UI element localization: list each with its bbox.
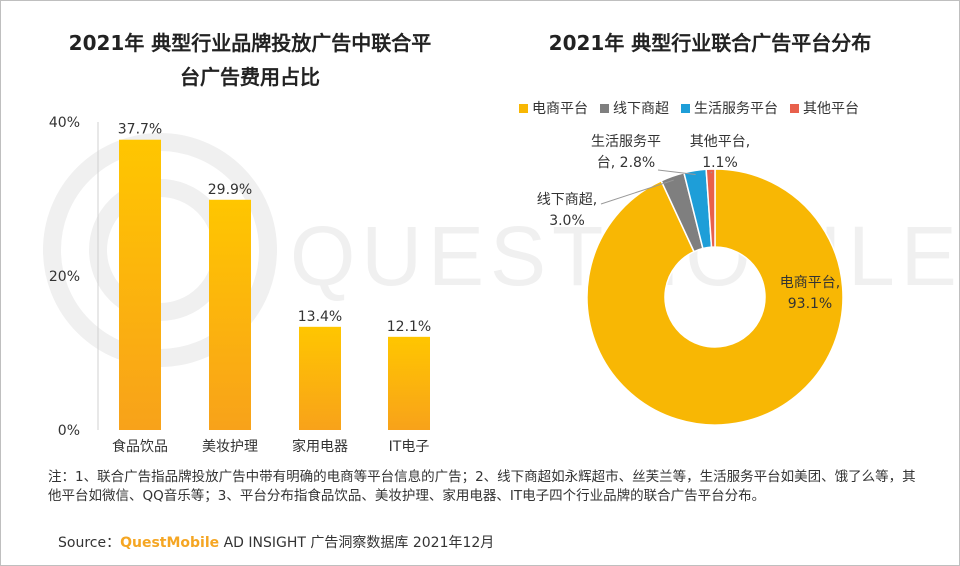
- donut-data-label: 生活服务平: [591, 134, 661, 150]
- donut-data-label: 电商平台,: [780, 275, 840, 291]
- donut-data-label: 93.1%: [788, 296, 832, 312]
- legend-item: 其他平台: [790, 98, 859, 118]
- donut-data-label: 台, 2.8%: [597, 155, 655, 171]
- source-suffix: AD INSIGHT 广告洞察数据库 2021年12月: [219, 535, 495, 551]
- bar-chart-title-line1: 2021年 典型行业品牌投放广告中联合平: [68, 31, 432, 55]
- source-prefix: Source：: [58, 535, 121, 551]
- bar-2: [299, 326, 341, 430]
- donut-slice-0: [586, 168, 844, 426]
- y-tick-label: 40%: [49, 115, 80, 131]
- donut-data-label: 其他平台,: [690, 134, 750, 150]
- x-category-label: 家用电器: [292, 438, 348, 455]
- legend-item: 生活服务平台: [681, 98, 778, 118]
- legend-swatch: [681, 104, 690, 113]
- donut-leader-line: [600, 179, 674, 205]
- bar-1: [209, 199, 251, 430]
- legend-item: 线下商超: [600, 98, 669, 118]
- legend-label: 生活服务平台: [694, 101, 778, 117]
- donut-chart-title: 2021年 典型行业联合广告平台分布: [548, 31, 872, 55]
- donut-leader-line: [657, 169, 696, 176]
- bar-chart-title-line2: 台广告费用占比: [180, 65, 320, 89]
- donut-legend: 电商平台 线下商超 生活服务平台 其他平台: [519, 98, 871, 118]
- y-tick-label: 20%: [49, 269, 80, 285]
- bar-3: [388, 336, 430, 430]
- legend-swatch: [600, 104, 609, 113]
- legend-swatch: [790, 104, 799, 113]
- donut-data-label: 线下商超,: [537, 192, 597, 208]
- legend-label: 其他平台: [803, 101, 859, 117]
- bar-data-label: 29.9%: [208, 182, 252, 198]
- bar-0: [119, 139, 161, 430]
- legend-label: 线下商超: [613, 101, 669, 117]
- donut-chart: 电商平台, 93.1% 线下商超, 3.0% 生活服务平台, 2.8% 其他平台, 1.1%: [537, 134, 844, 426]
- bar-chart: 40% 20% 0% 37.7% 食品饮品 29.9% 美妆护理 13.4% 家用电器 12.1%…: [49, 115, 431, 455]
- bar-data-label: 13.4%: [298, 309, 342, 325]
- legend-item: 电商平台: [519, 98, 588, 118]
- donut-data-label: 1.1%: [702, 155, 738, 171]
- footnote: 注：1、联合广告指品牌投放广告中带有明确的电商等平台信息的广告；2、线下商超如永…: [48, 469, 916, 504]
- bar-chart-title: 2021年 典型行业品牌投放广告中联合平 台广告费用占比: [40, 26, 460, 94]
- x-category-label: 美妆护理: [202, 439, 258, 455]
- x-category-label: IT电子: [389, 439, 430, 455]
- donut-slice-3: [705, 168, 716, 248]
- bar-data-label: 37.7%: [118, 122, 162, 138]
- source-line: Source：QuestMobile AD INSIGHT 广告洞察数据库 20…: [58, 532, 494, 552]
- donut-data-label: 3.0%: [549, 213, 585, 229]
- source-brand: QuestMobile: [120, 535, 220, 551]
- y-tick-label: 0%: [58, 423, 80, 439]
- legend-label: 电商平台: [532, 101, 588, 117]
- x-category-label: 食品饮品: [112, 438, 168, 455]
- bar-data-label: 12.1%: [387, 319, 431, 335]
- donut-leader-line: [710, 171, 713, 174]
- legend-swatch: [519, 104, 528, 113]
